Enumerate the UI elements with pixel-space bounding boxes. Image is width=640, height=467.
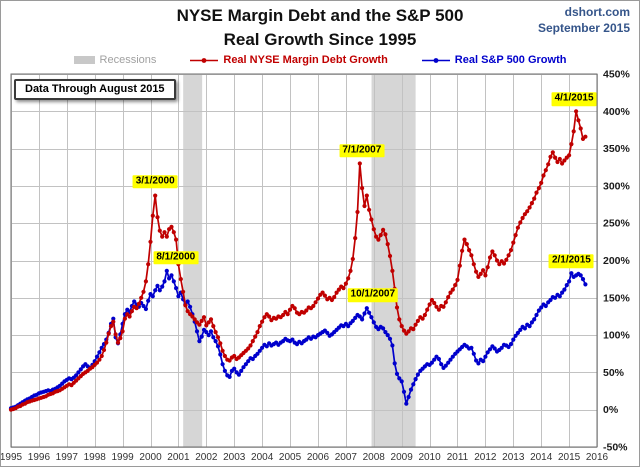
svg-text:2010: 2010 (418, 452, 441, 463)
svg-text:400%: 400% (603, 106, 631, 118)
brand-site: dshort.com (564, 5, 630, 19)
svg-text:2003: 2003 (223, 452, 246, 463)
svg-text:2013: 2013 (502, 452, 525, 463)
svg-text:2004: 2004 (251, 452, 274, 463)
svg-text:2002: 2002 (195, 452, 218, 463)
svg-text:0%: 0% (603, 404, 619, 416)
svg-text:1998: 1998 (84, 452, 107, 463)
svg-text:2005: 2005 (279, 452, 302, 463)
svg-text:300%: 300% (603, 180, 631, 192)
x-axis-labels: 1995 1996 1997 1998 1999 2000 2001 2002 2003 2004… (1, 452, 609, 463)
svg-text:1997: 1997 (56, 452, 79, 463)
annotation-label: 3/1/2000 (132, 174, 178, 189)
chart-title-line1: NYSE Margin Debt and the S&P 500 (176, 6, 464, 25)
svg-text:2001: 2001 (167, 452, 190, 463)
svg-text:150%: 150% (603, 292, 631, 304)
svg-text:2009: 2009 (391, 452, 414, 463)
svg-text:2007: 2007 (335, 452, 358, 463)
svg-text:2016: 2016 (586, 452, 609, 463)
svg-text:2015: 2015 (558, 452, 581, 463)
y-axis-labels: -50% 0% 50% 100% 150% 200% 250% 300% 350% 400% 450… (603, 69, 631, 454)
brand-block: dshort.com September 2015 (538, 5, 630, 36)
svg-text:2014: 2014 (530, 452, 553, 463)
line-marker-swatch-icon (421, 57, 450, 63)
annotation-label: 4/1/2015 (551, 92, 597, 107)
legend-item-margin-debt: Real NYSE Margin Debt Growth (190, 54, 388, 66)
svg-text:350%: 350% (603, 143, 631, 155)
svg-text:450%: 450% (603, 69, 631, 81)
recession-band-swatch-icon (73, 56, 95, 64)
svg-text:2000: 2000 (139, 452, 162, 463)
svg-text:1996: 1996 (28, 452, 51, 463)
series-real-nyse-margin-debt-growth (8, 109, 588, 412)
brand-date: September 2015 (537, 20, 630, 35)
legend-label-margin-debt: Real NYSE Margin Debt Growth (223, 54, 388, 66)
svg-text:250%: 250% (603, 218, 631, 230)
recession-band (371, 74, 416, 447)
svg-text:2008: 2008 (363, 452, 386, 463)
chart-legend: Recessions Real NYSE Margin Debt Growth Re… (1, 52, 639, 68)
svg-text:50%: 50% (603, 367, 625, 379)
svg-text:1999: 1999 (111, 452, 134, 463)
svg-text:2011: 2011 (447, 452, 469, 463)
legend-item-sp500: Real S&P 500 Growth (421, 54, 567, 66)
data-through-note: Data Through August 2015 (14, 79, 176, 100)
annotation-label: 8/1/2000 (153, 251, 199, 265)
svg-text:2012: 2012 (474, 452, 497, 463)
legend-label-sp500: Real S&P 500 Growth (454, 54, 567, 66)
gridlines (11, 74, 598, 448)
svg-text:200%: 200% (603, 255, 631, 267)
svg-text:-50%: -50% (603, 442, 628, 454)
line-marker-swatch-icon (190, 57, 219, 63)
legend-label-recessions: Recessions (99, 54, 157, 66)
annotation-label: 2/1/2015 (548, 254, 594, 268)
svg-text:100%: 100% (603, 330, 631, 342)
annotation-label: 7/1/2007 (339, 143, 385, 158)
legend-item-recessions: Recessions (73, 54, 157, 66)
chart-title-line2: Real Growth Since 1995 (223, 30, 417, 49)
recession-bands (183, 74, 416, 447)
plot-frame (10, 73, 598, 448)
svg-text:2006: 2006 (307, 452, 330, 463)
annotation-label: 10/1/2007 (347, 288, 399, 302)
svg-text:1995: 1995 (1, 452, 23, 463)
